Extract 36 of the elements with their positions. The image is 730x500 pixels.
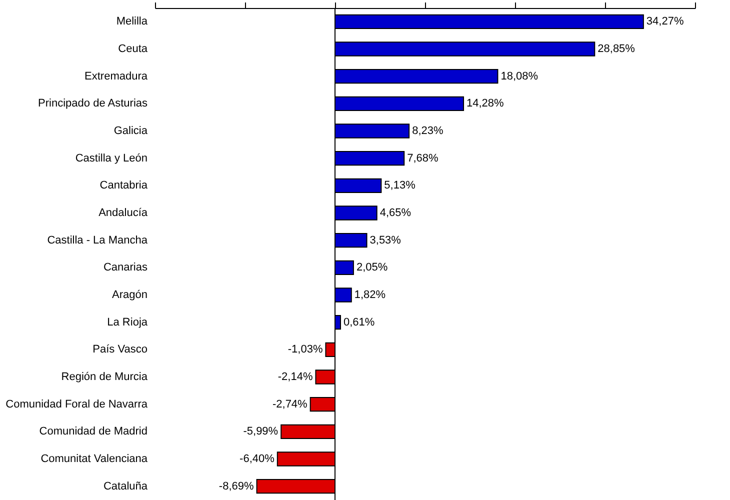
- data-label: 3,53%: [370, 234, 402, 246]
- data-label: -6,40%: [240, 453, 275, 465]
- data-label: 8,23%: [412, 125, 444, 137]
- y-tick-label: Castilla - La Mancha: [47, 234, 148, 246]
- data-label: -2,14%: [278, 371, 313, 383]
- y-tick-label: País Vasco: [92, 344, 148, 356]
- data-label: -5,99%: [243, 426, 278, 438]
- y-tick-label: Canarias: [103, 262, 148, 274]
- y-tick-label: Galicia: [114, 125, 148, 137]
- y-tick-label: Melilla: [116, 16, 148, 28]
- data-label: 4,65%: [380, 207, 412, 219]
- data-label: 0,61%: [343, 316, 375, 328]
- data-label: -8,69%: [218, 480, 254, 492]
- data-label: 14,28%: [466, 98, 504, 110]
- y-tick-label: Principado de Asturias: [38, 98, 148, 110]
- data-label: 7,68%: [407, 152, 439, 164]
- data-label: -1,03%: [288, 344, 323, 356]
- data-label: 2,05%: [356, 262, 388, 274]
- y-tick-label: Región de Murcia: [61, 371, 148, 383]
- y-tick-label: Extremadura: [84, 70, 148, 82]
- y-tick-label: Aragón: [112, 289, 148, 301]
- y-tick-label: La Rioja: [107, 316, 148, 328]
- y-tick-label: Cantabria: [100, 180, 148, 192]
- y-tick-label: Ceuta: [118, 43, 148, 55]
- y-tick-label: Castilla y León: [75, 152, 148, 164]
- data-label: 18,08%: [500, 70, 538, 82]
- data-label: 1,82%: [354, 289, 386, 301]
- y-tick-label: Comunidad Foral de Navarra: [6, 398, 148, 410]
- y-tick-label: Comunitat Valenciana: [40, 453, 148, 465]
- data-label: 28,85%: [598, 43, 636, 55]
- data-label: 5,13%: [384, 180, 416, 192]
- y-tick-label: Andalucía: [98, 207, 148, 219]
- y-tick-label: Comunidad de Madrid: [39, 426, 148, 438]
- y-tick-label: Cataluña: [103, 480, 148, 492]
- data-label: 34,27%: [646, 16, 684, 28]
- data-label: -2,74%: [272, 398, 308, 410]
